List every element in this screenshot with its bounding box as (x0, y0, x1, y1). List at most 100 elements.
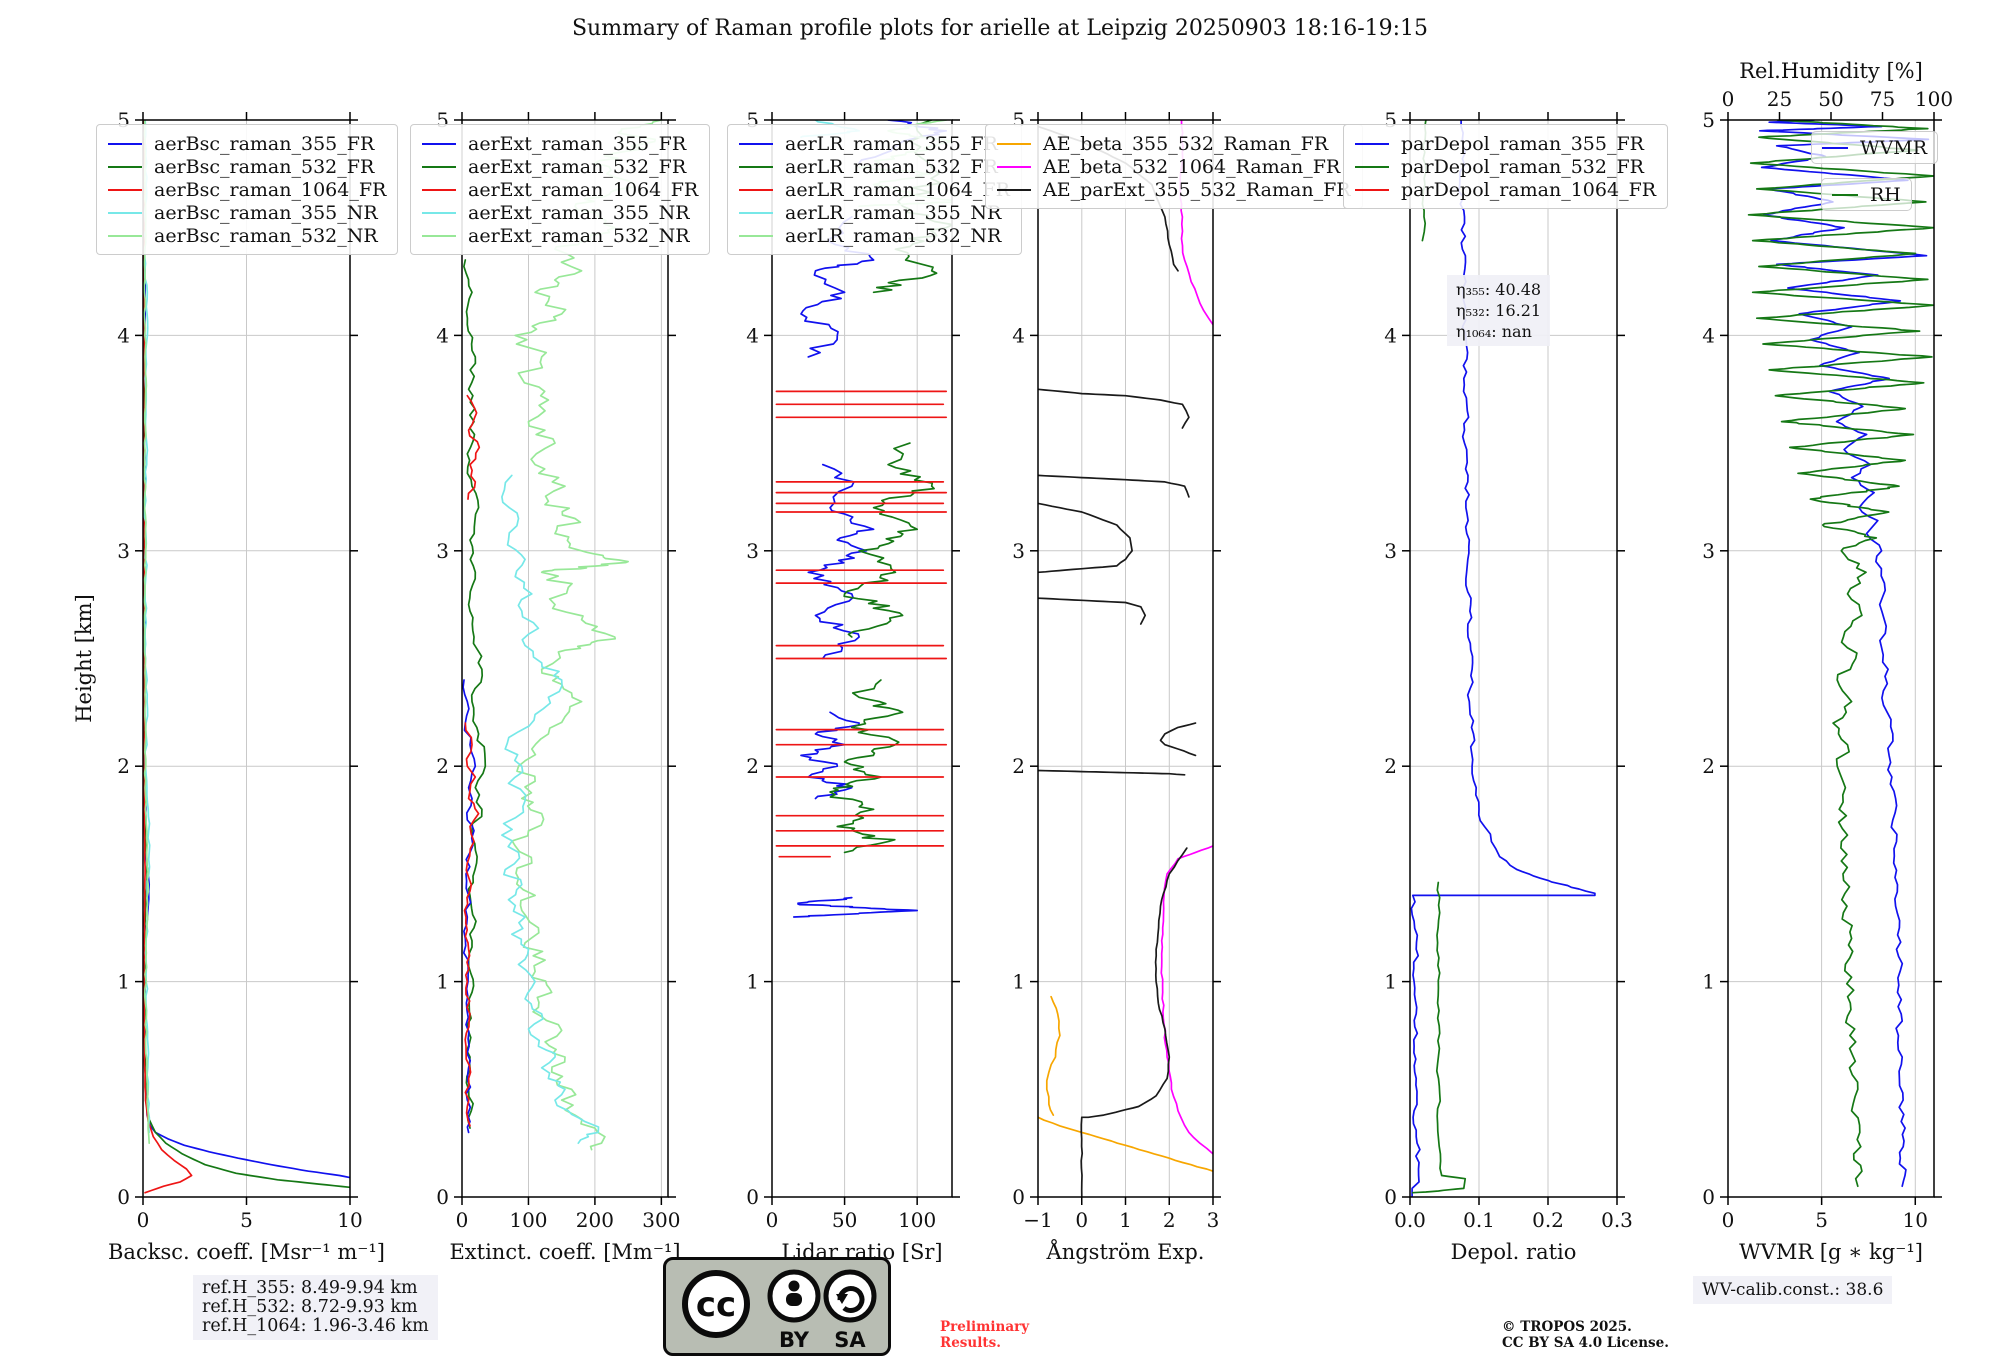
svg-text:0: 0 (137, 1208, 150, 1232)
legend-extinction: aerExt_raman_355_FR aerExt_raman_532_FR ae… (410, 124, 711, 255)
legend-line-swatch (108, 211, 142, 214)
xlabel-panel-1: Extinct. coeff. [Mm⁻¹] (449, 1240, 680, 1264)
legend-item: parDepol_raman_1064_FR (1355, 178, 1656, 201)
svg-text:0: 0 (1722, 87, 1735, 111)
preliminary-line2: Results. (940, 1334, 1001, 1351)
svg-text:3: 3 (1012, 539, 1025, 563)
legend-label: aerBsc_raman_532_FR (154, 155, 375, 178)
svg-text:3: 3 (1384, 539, 1397, 563)
legend-item: AE_beta_355_532_Raman_FR (997, 132, 1351, 155)
cc-by-label: BY (779, 1328, 810, 1352)
legend-label: aerLR_raman_355_FR (785, 132, 998, 155)
series-aerLR_raman_355_FR (792, 896, 919, 918)
svg-text:3: 3 (1702, 539, 1715, 563)
ref-h-532: ref.H_532: 8.72-9.93 km (202, 1297, 418, 1317)
series-AE_beta_355_532_Raman_FR (1045, 995, 1061, 1116)
series-aerExt_raman_532_FR (463, 259, 487, 1129)
series-AE_parExt_355_532_Raman_FR (1038, 474, 1190, 498)
figure-title: Summary of Raman profile plots for ariel… (571, 16, 1429, 41)
svg-text:50: 50 (832, 1208, 857, 1232)
legend-line-swatch (1822, 146, 1848, 149)
svg-text:5: 5 (240, 1208, 253, 1232)
legend-label: RH (1870, 183, 1901, 206)
series-AE_parExt_355_532_Raman_FR (1159, 722, 1197, 757)
legend-line-swatch (108, 142, 142, 145)
ylabel-height: Height [km] (72, 594, 96, 723)
legend-line-swatch (422, 188, 456, 191)
svg-text:0: 0 (117, 1185, 130, 1209)
svg-text:0: 0 (456, 1208, 469, 1232)
series-parDepol_raman_532_FR (1411, 881, 1467, 1194)
series-AE_parExt_355_532_Raman_FR (1038, 769, 1186, 776)
svg-text:4: 4 (1384, 323, 1397, 347)
panel-5-series (1747, 120, 1934, 1188)
panel-0-series (143, 120, 350, 1194)
series-WVMR (1758, 120, 1930, 1188)
series-aerLR_raman_355_FR (800, 711, 860, 800)
copyright-line1: © TROPOS 2025. (1502, 1319, 1632, 1335)
legend-label: AE_beta_355_532_Raman_FR (1043, 132, 1329, 155)
xlabel-panel-0: Backsc. coeff. [Msr⁻¹ m⁻¹] (108, 1240, 385, 1264)
svg-text:−1: −1 (1023, 1208, 1052, 1232)
legend-item: parDepol_raman_355_FR (1355, 132, 1656, 155)
svg-text:0: 0 (1722, 1208, 1735, 1232)
series-AE_parExt_355_532_Raman_FR (1038, 502, 1133, 574)
series-aerExt_raman_355_FR (462, 679, 477, 1134)
legend-label: AE_beta_532_1064_Raman_FR (1043, 155, 1341, 178)
svg-text:200: 200 (576, 1208, 614, 1232)
legend-label: aerExt_raman_355_FR (468, 132, 687, 155)
legend-line-swatch (108, 234, 142, 237)
legend-item: aerBsc_raman_355_FR (108, 132, 386, 155)
panel-3 (1030, 112, 1221, 1205)
legend-line-swatch (997, 142, 1031, 145)
svg-text:4: 4 (1012, 323, 1025, 347)
series-aerBsc_raman_1064_FR (143, 120, 193, 1194)
legend-label: aerBsc_raman_1064_FR (154, 178, 387, 201)
series-aerExt_raman_532_NR (511, 120, 663, 1151)
legend-item: aerLR_raman_1064_FR (739, 178, 1010, 201)
svg-text:2: 2 (1163, 1208, 1176, 1232)
svg-text:3: 3 (746, 539, 759, 563)
legend-label: aerExt_raman_532_NR (468, 224, 690, 247)
svg-text:2: 2 (1384, 754, 1397, 778)
svg-text:0.1: 0.1 (1463, 1208, 1495, 1232)
legend-item: aerLR_raman_532_NR (739, 224, 1010, 247)
ref-h-1064: ref.H_1064: 1.96-3.46 km (202, 1316, 429, 1336)
legend-item: aerBsc_raman_532_NR (108, 224, 386, 247)
series-aerBsc_raman_532_NR (143, 120, 151, 1145)
legend-item: AE_parExt_355_532_Raman_FR (997, 178, 1351, 201)
legend-line-swatch (739, 211, 773, 214)
svg-text:2: 2 (746, 754, 759, 778)
svg-text:2: 2 (1702, 754, 1715, 778)
series-aerExt_raman_1064_FR (466, 394, 481, 500)
legend-item: RH (1832, 183, 1901, 206)
panel-5 (1720, 112, 1942, 1205)
legend-item: aerExt_raman_1064_FR (422, 178, 698, 201)
legend-line-swatch (997, 188, 1031, 191)
legend-label: aerLR_raman_532_FR (785, 155, 998, 178)
legend-label: aerLR_raman_355_NR (785, 201, 1002, 224)
svg-text:0.3: 0.3 (1601, 1208, 1633, 1232)
panel-1-series (462, 120, 663, 1151)
copyright-line2: CC BY SA 4.0 License. (1502, 1334, 1669, 1351)
legend-line-swatch (108, 188, 142, 191)
series-AE_parExt_355_532_Raman_FR (1038, 388, 1190, 429)
legend-label: AE_parExt_355_532_Raman_FR (1043, 178, 1351, 201)
legend-label: aerBsc_raman_355_NR (154, 201, 378, 224)
svg-text:5: 5 (1702, 108, 1715, 132)
svg-text:1: 1 (1702, 970, 1715, 994)
eta-1064-value: η₁₀₆₄: nan (1456, 322, 1532, 341)
legend-item: parDepol_raman_532_FR (1355, 155, 1656, 178)
svg-text:0: 0 (1384, 1185, 1397, 1209)
series-AE_parExt_355_532_Raman_FR (1080, 847, 1188, 1119)
svg-text:0: 0 (766, 1208, 779, 1232)
svg-text:1: 1 (1012, 970, 1025, 994)
legend-line-swatch (739, 165, 773, 168)
preliminary-line1: Preliminary (940, 1319, 1030, 1335)
legend-label: aerLR_raman_1064_FR (785, 178, 1010, 201)
panel-1 (454, 112, 676, 1205)
cc-badge-icons: cc BY SA (682, 1269, 877, 1352)
svg-text:100: 100 (898, 1208, 936, 1232)
legend-line-swatch (739, 188, 773, 191)
